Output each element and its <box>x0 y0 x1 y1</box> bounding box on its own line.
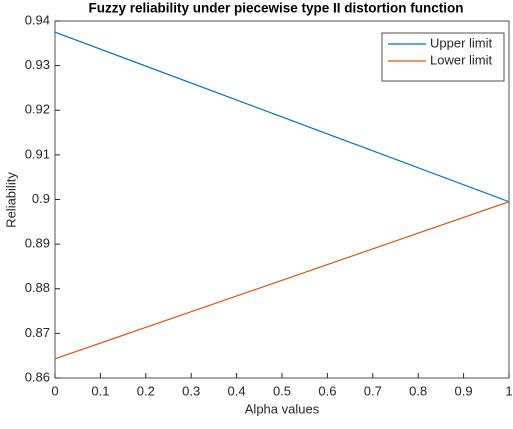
y-tick-label: 0.86 <box>25 369 50 384</box>
x-tick-label: 0.9 <box>455 383 473 398</box>
x-tick-label: 0.4 <box>228 383 246 398</box>
legend-label: Upper limit <box>430 35 493 50</box>
line-series <box>54 31 510 203</box>
y-tick-label: 0.87 <box>25 325 50 340</box>
x-tick-label: 0.5 <box>273 383 291 398</box>
legend-label: Lower limit <box>430 52 493 67</box>
y-axis-label: Reliability <box>3 172 18 228</box>
chart-title: Fuzzy reliability under piecewise type I… <box>88 1 463 16</box>
x-tick-label: 0 <box>51 383 58 398</box>
line-series <box>54 201 510 360</box>
x-tick-label: 0.1 <box>91 383 109 398</box>
y-tick-label: 0.9 <box>32 191 50 206</box>
y-tick-label: 0.94 <box>25 12 50 27</box>
x-tick-label: 0.8 <box>409 383 427 398</box>
y-tick-label: 0.91 <box>25 146 50 161</box>
x-tick-label: 0.6 <box>318 383 336 398</box>
y-tick-label: 0.89 <box>25 236 50 251</box>
y-tick-label: 0.93 <box>25 57 50 72</box>
x-tick-label: 1 <box>505 383 512 398</box>
x-axis-label: Alpha values <box>245 401 320 416</box>
y-tick-label: 0.88 <box>25 280 50 295</box>
x-tick-label: 0.2 <box>137 383 155 398</box>
x-tick-label: 0.3 <box>182 383 200 398</box>
legend-box <box>381 32 505 82</box>
y-tick-label: 0.92 <box>25 102 50 117</box>
x-tick-label: 0.7 <box>364 383 382 398</box>
